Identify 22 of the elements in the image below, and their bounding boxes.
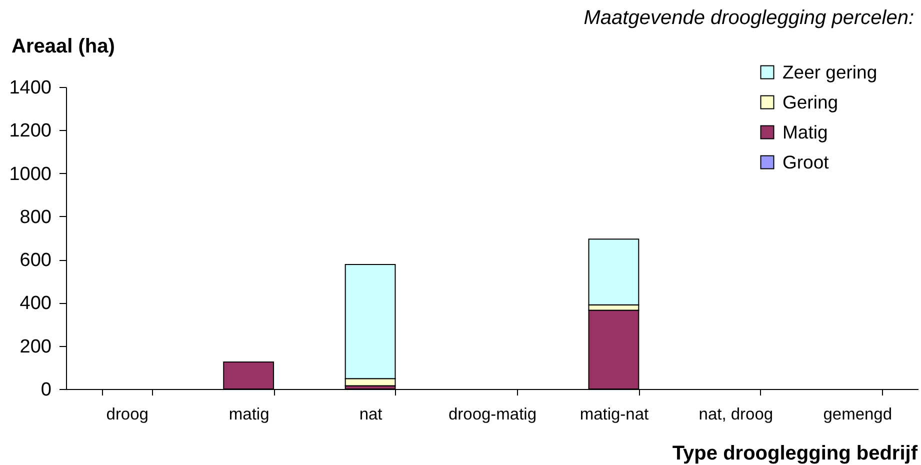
- y-tick-label: 1400: [9, 78, 52, 98]
- y-tick-label: 800: [20, 206, 52, 228]
- legend-label: Gering: [782, 91, 838, 112]
- x-tick-label: matig-nat: [580, 406, 650, 424]
- legend-label: Matig: [782, 121, 828, 142]
- x-tick-label: nat, droog: [698, 406, 774, 424]
- x-tick-label: droog-matig: [448, 406, 537, 424]
- y-tick-label: 1000: [9, 164, 52, 185]
- x-tick-label: nat: [359, 406, 383, 424]
- legend-title: Maatgevende drooglegging percelen:: [584, 7, 914, 29]
- x-tick-label: droog: [106, 406, 148, 424]
- y-tick-label: 200: [20, 336, 52, 358]
- y-tick-label: 0: [40, 380, 52, 400]
- y-tick-label: 1200: [9, 120, 52, 142]
- y-tick-label: 600: [20, 250, 52, 272]
- y-axis-title: Areaal (ha): [12, 36, 115, 58]
- x-axis-title: Type drooglegging bedrijf: [672, 442, 918, 464]
- legend-label: Zeer gering: [782, 61, 878, 82]
- legend-label: Groot: [782, 151, 829, 172]
- x-tick-label: matig: [228, 406, 270, 424]
- y-tick-label: 400: [20, 293, 52, 314]
- x-tick-label: gemengd: [823, 406, 892, 424]
